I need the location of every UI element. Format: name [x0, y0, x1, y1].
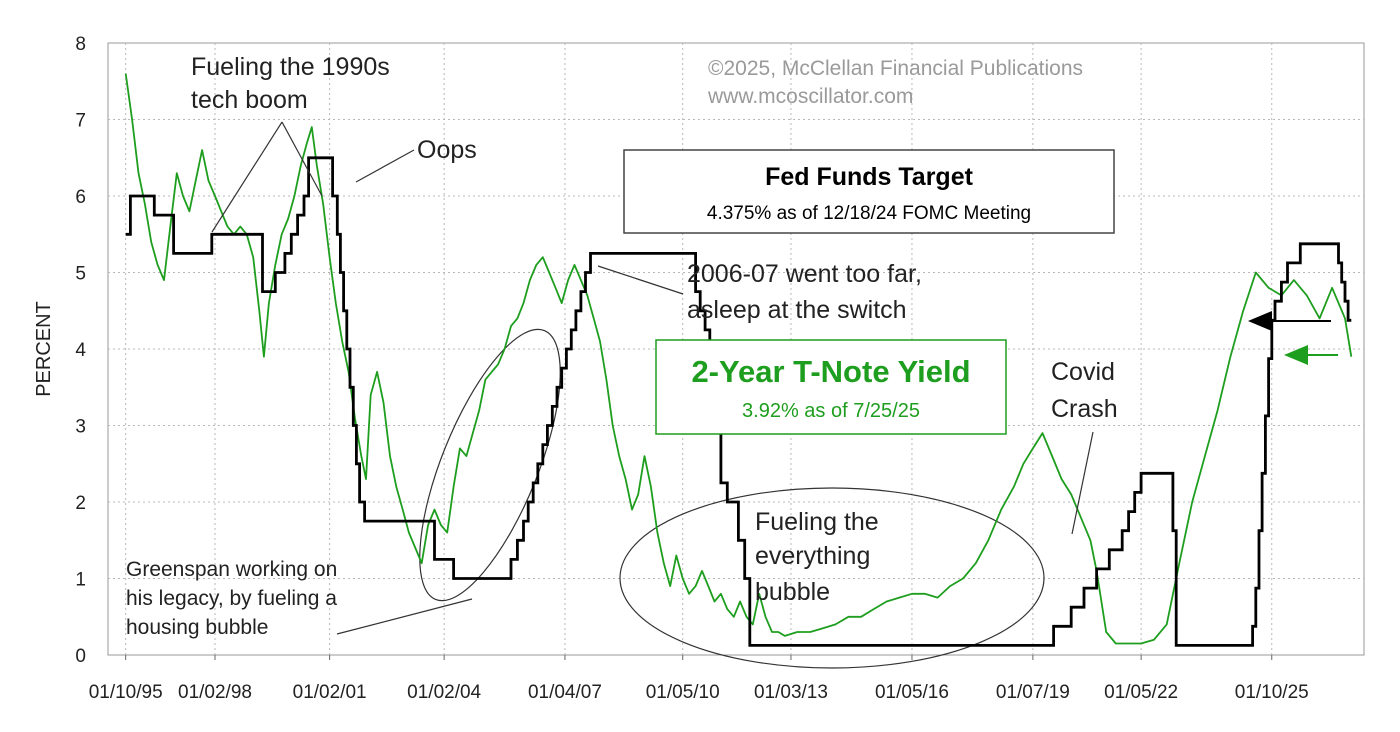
fed-funds-legend-box — [623, 149, 1115, 234]
everything-bubble-annotation-line1: Fueling the — [755, 508, 879, 536]
greenspan-annotation-line1: Greenspan working on — [126, 558, 337, 581]
oops-pointer — [355, 149, 415, 183]
x-tick-label: 01/05/16 — [875, 682, 949, 703]
greenspan-annotation-line3: housing bubble — [126, 616, 268, 639]
x-tick-label: 01/02/98 — [178, 682, 252, 703]
fed-funds-legend-title: Fed Funds Target — [765, 163, 974, 191]
axis-ticks: 0 1 2 3 4 5 6 7 8 01/10/95 01/02/98 01/02/01 01/02/0… — [75, 34, 1308, 703]
fed-funds-arrow-icon — [1248, 311, 1331, 331]
t-note-legend-subtitle: 3.92% as of 7/25/25 — [742, 400, 920, 422]
too-far-annotation-line1: 2006-07 went too far, — [687, 260, 922, 288]
oops-annotation: Oops — [417, 136, 477, 164]
t-note-arrow-icon — [1284, 345, 1338, 365]
x-tick-label: 01/03/13 — [754, 682, 828, 703]
y-tick-label: 7 — [75, 111, 86, 132]
x-tick-label: 01/05/10 — [646, 682, 720, 703]
y-tick-label: 1 — [75, 570, 86, 591]
fed-funds-legend-subtitle: 4.375% as of 12/18/24 FOMC Meeting — [707, 203, 1031, 224]
greenspan-pointer — [336, 598, 473, 635]
x-tick-label: 01/04/07 — [528, 682, 602, 703]
series-line-fed-funds-target — [125, 156, 1352, 647]
x-tick-label: 01/10/95 — [89, 682, 163, 703]
y-tick-label: 8 — [75, 34, 86, 55]
y-tick-label: 0 — [75, 646, 86, 667]
x-tick-label: 01/07/19 — [996, 682, 1070, 703]
t-note-legend-box — [655, 339, 1007, 435]
tech-boom-pointer-a — [211, 121, 283, 233]
covid-annotation-line2: Crash — [1051, 395, 1118, 423]
tech-boom-annotation-line2: tech boom — [191, 86, 308, 114]
covid-pointer — [1071, 431, 1094, 535]
too-far-annotation-line2: asleep at the switch — [687, 296, 907, 324]
t-note-legend-title: 2-Year T-Note Yield — [691, 354, 970, 389]
everything-bubble-annotation-line3: bubble — [755, 578, 830, 606]
y-tick-label: 5 — [75, 264, 86, 285]
grid-lines — [108, 43, 1364, 655]
y-tick-label: 4 — [75, 340, 86, 361]
y-tick-label: 2 — [75, 493, 86, 514]
y-tick-label: 3 — [75, 417, 86, 438]
x-tick-label: 01/10/25 — [1235, 682, 1309, 703]
tech-boom-annotation-line1: Fueling the 1990s — [191, 53, 390, 81]
tech-boom-pointer-b — [281, 121, 323, 197]
y-tick-label: 6 — [75, 187, 86, 208]
x-tick-label: 01/02/04 — [407, 682, 481, 703]
everything-bubble-annotation-line2: everything — [755, 542, 870, 570]
too-far-pointer — [597, 265, 684, 295]
y-axis-label: PERCENT — [33, 301, 55, 397]
copyright-text: ©2025, McClellan Financial Publications — [708, 57, 1083, 80]
website-text: www.mcoscillator.com — [707, 85, 913, 108]
greenspan-annotation-line2: his legacy, by fueling a — [126, 587, 337, 610]
x-tick-label: 01/05/22 — [1104, 682, 1178, 703]
x-tick-label: 01/02/01 — [293, 682, 367, 703]
series-line-2-year-t-note-yield — [124, 73, 1353, 645]
everything-bubble-ellipse — [619, 487, 1045, 669]
covid-annotation-line1: Covid — [1051, 358, 1115, 386]
